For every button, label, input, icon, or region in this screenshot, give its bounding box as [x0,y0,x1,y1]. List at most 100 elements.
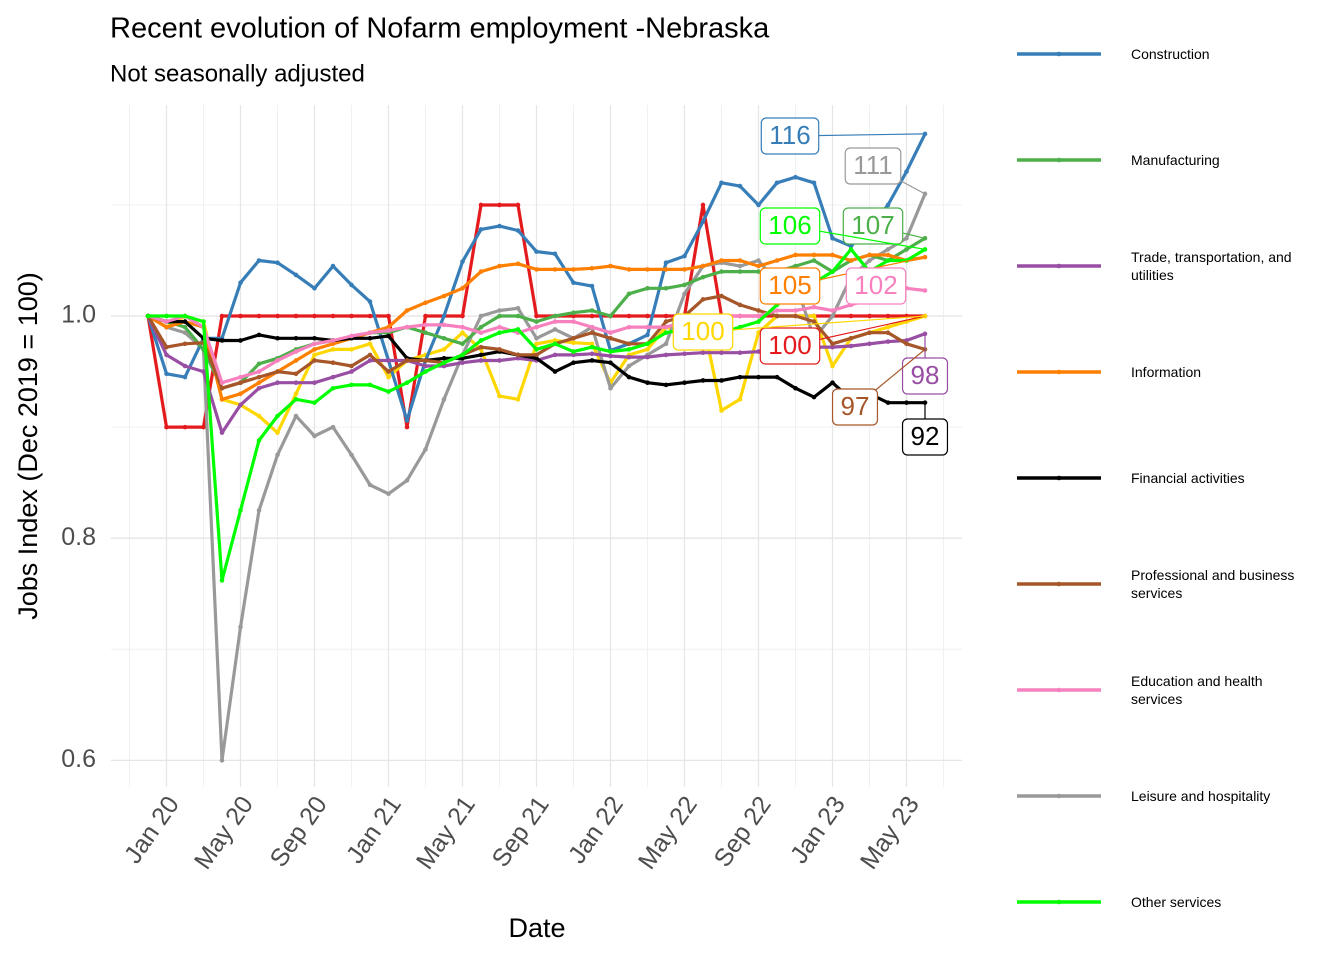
data-point [349,382,354,388]
data-point [645,285,650,291]
data-point [571,280,576,286]
data-point [497,347,502,352]
data-point [404,478,410,483]
data-point [349,363,354,369]
data-point [256,508,262,513]
data-point [404,308,410,313]
data-point [182,330,188,336]
data-point [904,341,909,347]
data-point [534,347,539,352]
end-label: 92 [911,421,940,451]
data-point [330,374,336,380]
data-point [367,313,373,319]
data-point [737,258,743,263]
data-point [404,380,410,385]
data-point [460,330,465,336]
data-point [256,374,262,380]
legend-swatch-point [1056,157,1062,163]
data-point [589,344,595,350]
data-point [182,374,188,380]
data-point [367,358,373,363]
data-point [423,300,428,306]
data-point [793,308,798,313]
data-point [441,360,447,365]
data-point [830,235,835,241]
data-point [515,313,521,319]
data-point [497,313,502,319]
data-point [904,235,909,241]
data-point [386,324,391,330]
data-point [552,352,558,358]
data-point [164,352,169,358]
data-point [293,371,299,377]
data-point [848,335,854,341]
data-point [534,335,539,341]
data-point [589,358,595,363]
data-point [811,319,817,324]
data-point [256,413,262,419]
end-label: 107 [851,210,894,240]
chart-title: Recent evolution of Nofarm employment -N… [110,13,770,45]
legend-swatch-point [1056,51,1062,57]
data-point [626,313,632,319]
data-point [330,263,336,269]
data-point [164,344,169,350]
data-point [349,333,354,339]
data-point [885,252,891,258]
data-point [626,291,632,297]
data-point [386,313,391,319]
data-point [663,341,669,347]
data-point [867,252,872,258]
data-point [830,313,835,319]
end-label: 105 [768,270,811,300]
data-point [256,258,262,263]
data-point [663,382,669,388]
data-point [238,624,243,630]
data-point [885,324,891,330]
data-point [645,347,650,352]
data-point [441,335,447,341]
data-point [700,202,706,208]
data-point [682,291,687,297]
data-point [737,374,743,380]
data-point [497,393,502,399]
data-point [589,351,595,357]
data-point [293,358,299,363]
data-point [367,335,373,341]
data-point [534,341,539,347]
data-point [793,252,798,258]
data-point [164,424,169,430]
data-point [867,330,872,336]
data-point [737,350,743,355]
legend-label: Construction [1131,46,1210,62]
data-point [756,263,761,269]
data-point [885,313,891,319]
data-point [756,202,761,208]
data-point [737,397,743,402]
legend-swatch-point [1056,687,1062,693]
data-point [330,338,336,343]
label-box [901,357,949,395]
data-point [256,385,262,391]
data-point [219,758,225,763]
legend-label: Manufacturing [1131,152,1220,168]
data-point [885,339,891,344]
lines [145,131,928,763]
data-point [164,324,169,330]
data-point [867,341,872,347]
data-point [238,402,243,408]
y-tick-label: 0.6 [61,745,96,773]
data-point [811,394,817,400]
data-point [589,265,595,271]
data-point [219,397,225,402]
data-point [460,259,465,264]
end-label: 100 [681,316,724,346]
data-point [737,324,743,330]
data-point [312,352,317,358]
data-point [330,347,336,352]
data-point [275,380,280,385]
legend-label: Professional and business services [1131,567,1295,601]
legend-label: Leisure and hospitality [1131,788,1271,804]
data-point [349,347,354,352]
